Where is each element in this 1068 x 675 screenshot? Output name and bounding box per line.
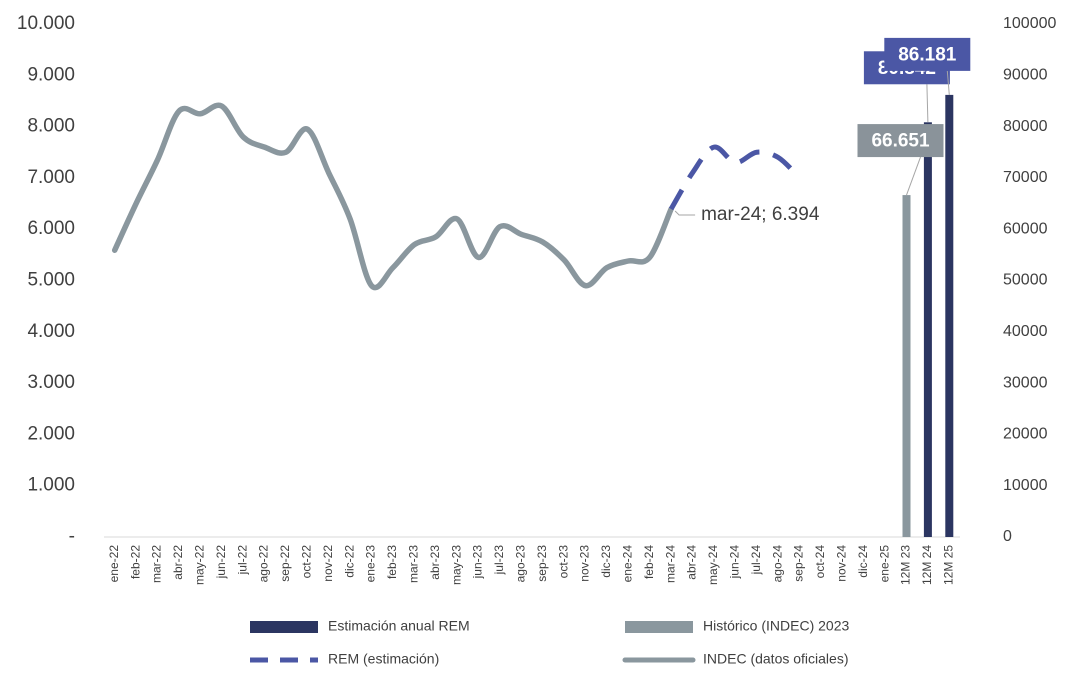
x-tick-label: sep-23 <box>535 545 549 582</box>
x-tick-label: 12M 24 <box>920 545 934 585</box>
y-tick-label: 10.000 <box>17 13 75 34</box>
x-tick-label: ago-23 <box>513 545 527 583</box>
y2-tick-label: 80000 <box>1003 118 1048 135</box>
x-tick-label: dic-24 <box>856 545 870 578</box>
legend-label: REM (estimación) <box>328 651 439 667</box>
x-tick-label: ene-24 <box>620 545 634 583</box>
x-tick-label: jun-23 <box>471 545 485 580</box>
x-tick-label: 12M 25 <box>941 545 955 585</box>
y-tick-label: 6.000 <box>27 218 75 239</box>
x-tick-label: abr-24 <box>685 545 699 580</box>
x-tick-label: ene-22 <box>107 545 121 583</box>
x-tick-label: feb-23 <box>385 545 399 579</box>
y2-tick-label: 0 <box>1003 528 1012 545</box>
x-tick-label: may-23 <box>449 545 463 585</box>
line <box>111 102 674 291</box>
dashed-line <box>668 144 802 211</box>
y-tick-label: 9.000 <box>27 64 75 85</box>
x-tick-label: nov-23 <box>578 545 592 582</box>
value-label-box <box>857 124 944 158</box>
x-tick-label: mar-22 <box>150 545 164 583</box>
x-tick-label: mar-23 <box>406 545 420 583</box>
y2-tick-label: 60000 <box>1003 220 1048 237</box>
y-tick-label: 2.000 <box>27 423 75 444</box>
value-label-box <box>884 37 971 71</box>
x-tick-label: ago-22 <box>257 545 271 583</box>
label-leader <box>946 70 950 95</box>
x-tick-label: feb-24 <box>642 545 656 579</box>
x-tick-label: may-24 <box>706 545 720 585</box>
legend-label: Estimación anual REM <box>328 618 470 634</box>
y2-tick-label: 100000 <box>1003 15 1056 32</box>
x-tick-label: abr-22 <box>171 545 185 580</box>
x-tick-label: abr-23 <box>428 545 442 580</box>
x-tick-label: feb-22 <box>128 545 142 579</box>
x-tick-label: nov-22 <box>321 545 335 582</box>
y-tick-label: 4.000 <box>27 321 75 342</box>
y-tick-label: 7.000 <box>27 167 75 188</box>
annotation: mar-24; 6.394 <box>701 204 820 225</box>
y-tick-label: 8.000 <box>27 116 75 137</box>
label-leader <box>926 84 929 123</box>
x-tick-label: sep-22 <box>278 545 292 582</box>
y2-tick-label: 90000 <box>1003 67 1048 84</box>
x-tick-label: oct-23 <box>556 545 570 579</box>
legend-swatch <box>625 621 693 633</box>
annotation-leader <box>674 210 696 216</box>
y2-tick-label: 40000 <box>1003 323 1048 340</box>
x-tick-label: sep-24 <box>792 545 806 582</box>
value-label: 86.181 <box>898 44 957 65</box>
x-tick-label: dic-23 <box>599 545 613 578</box>
y2-tick-label: 20000 <box>1003 426 1048 443</box>
x-tick-label: jul-24 <box>749 545 763 576</box>
legend-label: INDEC (datos oficiales) <box>703 651 849 667</box>
x-tick-label: oct-24 <box>813 545 827 579</box>
y2-tick-label: 70000 <box>1003 169 1048 186</box>
y-tick-label: 1.000 <box>27 475 75 496</box>
y-tick-label: 3.000 <box>27 372 75 393</box>
value-label: 66.651 <box>871 131 930 152</box>
x-tick-label: jul-23 <box>492 545 506 576</box>
legend-label: Histórico (INDEC) 2023 <box>703 618 849 634</box>
x-tick-label: dic-22 <box>342 545 356 578</box>
bar <box>945 94 954 537</box>
label-leader <box>906 156 921 196</box>
bar <box>902 195 911 537</box>
x-tick-label: jul-22 <box>235 545 249 576</box>
y-tick-label: 5.000 <box>27 270 75 291</box>
legend-swatch <box>250 621 318 633</box>
x-tick-label: oct-22 <box>299 545 313 579</box>
x-tick-label: ene-25 <box>877 545 891 583</box>
x-tick-label: mar-24 <box>663 545 677 583</box>
x-tick-label: may-22 <box>192 545 206 585</box>
y2-tick-label: 30000 <box>1003 374 1048 391</box>
x-tick-label: jun-22 <box>214 545 228 580</box>
bar <box>923 122 932 537</box>
x-tick-label: nov-24 <box>834 545 848 582</box>
y2-tick-label: 10000 <box>1003 477 1048 494</box>
y2-tick-label: 50000 <box>1003 272 1048 289</box>
x-tick-label: ene-23 <box>364 545 378 583</box>
x-tick-label: jun-24 <box>727 545 741 580</box>
y-tick-label: - <box>69 526 75 547</box>
x-tick-label: 12M 23 <box>899 545 913 585</box>
x-tick-label: ago-24 <box>770 545 784 583</box>
